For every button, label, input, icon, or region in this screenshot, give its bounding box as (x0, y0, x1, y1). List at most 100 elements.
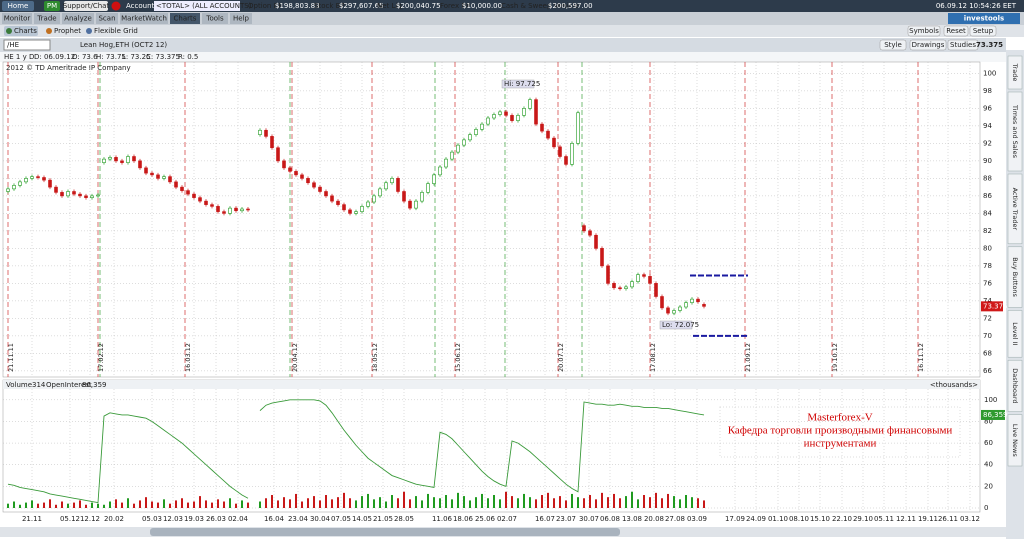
side-tab[interactable] (1007, 310, 1023, 358)
volume-bar (145, 497, 147, 508)
x-tick-label: 28.05 (394, 515, 414, 523)
side-tab[interactable] (1007, 55, 1023, 90)
candle (636, 274, 640, 282)
x-tick-label: 20.02 (104, 515, 124, 523)
candle (534, 99, 538, 125)
volume-bar (313, 496, 315, 508)
expiry-label: 17.08.12 (649, 343, 657, 372)
volume-bar (13, 501, 15, 508)
volume-bar (187, 502, 189, 508)
volume-bar (679, 499, 681, 508)
tab[interactable] (2, 13, 32, 24)
volume-bar (409, 499, 411, 508)
tab[interactable] (34, 13, 60, 24)
volume-bar (7, 503, 9, 508)
balance-label: Net Liq (377, 2, 402, 10)
button-label: Symbols (909, 27, 939, 35)
candle (90, 195, 94, 198)
volume-bar (49, 499, 51, 508)
volume-bar (397, 498, 399, 508)
candle (234, 207, 238, 212)
volume-bar (373, 499, 375, 508)
side-tab[interactable] (1007, 91, 1023, 172)
side-tab[interactable] (1007, 414, 1023, 467)
subtab-icon (6, 28, 12, 34)
volume-bar (475, 497, 477, 508)
tool-label: Studies (950, 41, 976, 49)
tab-label: MarketWatch (121, 15, 167, 23)
volume-bar (637, 499, 639, 508)
candle (120, 160, 124, 163)
button[interactable] (943, 25, 969, 37)
symbol: /HE (7, 41, 19, 49)
candle (420, 192, 424, 202)
x-tick-label: 03.12 (960, 515, 980, 523)
candle (132, 156, 136, 162)
subtab[interactable] (84, 26, 138, 36)
x-tick-label: 26.03 (206, 515, 226, 523)
tool-button[interactable] (947, 39, 979, 51)
candle (522, 108, 526, 116)
candle (276, 147, 280, 162)
button[interactable] (969, 25, 997, 37)
tab[interactable] (170, 13, 200, 24)
tab[interactable] (96, 13, 118, 24)
tool-button[interactable] (909, 39, 947, 51)
support-button[interactable] (64, 1, 108, 11)
volume-bar (553, 498, 555, 508)
volume-bar (661, 498, 663, 508)
button-label: Setup (973, 27, 994, 35)
tab[interactable] (62, 13, 94, 24)
candle (294, 171, 298, 176)
tool-button[interactable] (879, 39, 907, 51)
account-select[interactable] (154, 1, 240, 11)
y-tick-label: 74 (983, 297, 992, 305)
balance-value: $200,040.75 (396, 2, 441, 10)
volume-bar (265, 498, 267, 508)
ohlc-info: O: 73.6 (72, 53, 98, 61)
volume-bar (229, 498, 231, 508)
volume-bar (115, 499, 117, 508)
candle (210, 204, 214, 207)
expiry-label: 16.11.12 (917, 343, 925, 372)
balance-value: $297,607.65 (339, 2, 384, 10)
volume-bar (19, 504, 21, 508)
tab[interactable] (202, 13, 228, 24)
candle (306, 178, 310, 184)
candle (504, 111, 508, 116)
tab[interactable] (120, 13, 168, 24)
candle (24, 178, 28, 183)
candle (198, 197, 202, 202)
y-tick-label: 70 (983, 332, 992, 340)
candle (558, 146, 562, 157)
volume-bar (319, 500, 321, 508)
volume-bar (91, 502, 93, 508)
side-tab[interactable] (1007, 246, 1023, 308)
pm-button[interactable] (44, 1, 60, 11)
x-tick-label: 25.06 (475, 515, 496, 523)
subtab[interactable] (44, 26, 80, 36)
volume-bar (127, 498, 129, 508)
candle (204, 200, 208, 205)
symbol-input[interactable] (3, 39, 51, 51)
candle (528, 99, 532, 109)
volume-bar (139, 500, 141, 508)
tab[interactable] (230, 13, 252, 24)
volume-bar (379, 497, 381, 508)
candle (678, 306, 682, 311)
scroll-thumb[interactable] (150, 528, 620, 536)
brand: investools (964, 15, 1004, 23)
candle (108, 157, 112, 160)
side-tab[interactable] (1007, 359, 1023, 412)
side-tab[interactable] (1007, 173, 1023, 245)
hi-box (501, 79, 535, 89)
candle (366, 201, 370, 207)
candle (138, 160, 142, 169)
home-button[interactable] (2, 1, 34, 11)
support-label: Support/Chat (63, 2, 110, 10)
y-tick-label: 90 (983, 157, 992, 165)
side-tab-label: Active Trader (1011, 188, 1019, 231)
button[interactable] (907, 25, 941, 37)
expiry-label: 20.07.12 (557, 343, 565, 372)
subtab[interactable] (4, 26, 38, 36)
